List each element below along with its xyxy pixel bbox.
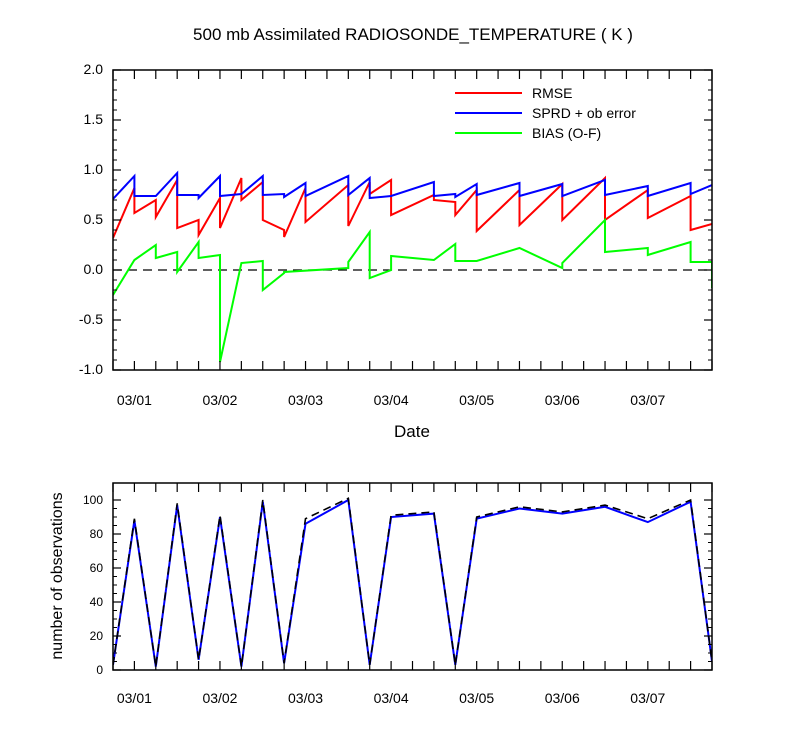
y-tick-label: -1.0 <box>79 361 103 377</box>
series-line-bias-o-f <box>113 217 712 363</box>
y-tick-label: 60 <box>90 561 104 575</box>
y-tick-label: 80 <box>90 527 104 541</box>
y-tick-label: -0.5 <box>79 311 103 327</box>
legend-label: BIAS (O-F) <box>532 125 601 141</box>
x-tick-label: 03/01 <box>117 690 152 706</box>
series-line-rmse <box>113 175 712 239</box>
series-line-sprd-ob-error <box>113 170 712 201</box>
x-tick-label: 03/03 <box>288 392 323 408</box>
y-tick-label: 100 <box>83 493 103 507</box>
legend: RMSE SPRD + ob error BIAS (O-F) <box>455 85 636 141</box>
y-tick-label: 1.5 <box>84 111 104 127</box>
y-tick-label: 2.0 <box>84 61 104 77</box>
y-tick-label: 0 <box>96 663 103 677</box>
y-tick-label: 40 <box>90 595 104 609</box>
series-line-total-observations <box>113 497 712 667</box>
x-tick-label: 03/05 <box>459 392 494 408</box>
x-tick-label: 03/05 <box>459 690 494 706</box>
bottom-panel: 0 20 40 60 80 100 03/01 03/02 03/03 03/04 03/05 03/… <box>49 482 713 706</box>
x-tick-label: 03/07 <box>630 392 665 408</box>
y-tick-label: 0.0 <box>84 261 104 277</box>
x-tick-label: 03/04 <box>374 392 409 408</box>
x-tick-label: 03/04 <box>374 690 409 706</box>
legend-label: RMSE <box>532 85 572 101</box>
x-tick-label: 03/06 <box>545 690 580 706</box>
y-axis-label: number of observations <box>49 492 66 659</box>
x-tick-label: 03/03 <box>288 690 323 706</box>
x-tick-label: 03/02 <box>202 690 237 706</box>
x-axis-label: Date <box>394 422 430 441</box>
x-tick-label: 03/06 <box>545 392 580 408</box>
series-line-assimilated-observations <box>113 498 712 667</box>
y-tick-label: 1.0 <box>84 161 104 177</box>
y-tick-label: 20 <box>90 629 104 643</box>
legend-label: SPRD + ob error <box>532 105 636 121</box>
top-panel: 500 mb Assimilated RADIOSONDE_TEMPERATUR… <box>79 25 713 441</box>
x-tick-label: 03/02 <box>202 392 237 408</box>
x-tick-label: 03/07 <box>630 690 665 706</box>
chart-title: 500 mb Assimilated RADIOSONDE_TEMPERATUR… <box>193 25 633 44</box>
y-tick-label: 0.5 <box>84 211 104 227</box>
plot-frame <box>112 482 713 671</box>
x-tick-label: 03/01 <box>117 392 152 408</box>
